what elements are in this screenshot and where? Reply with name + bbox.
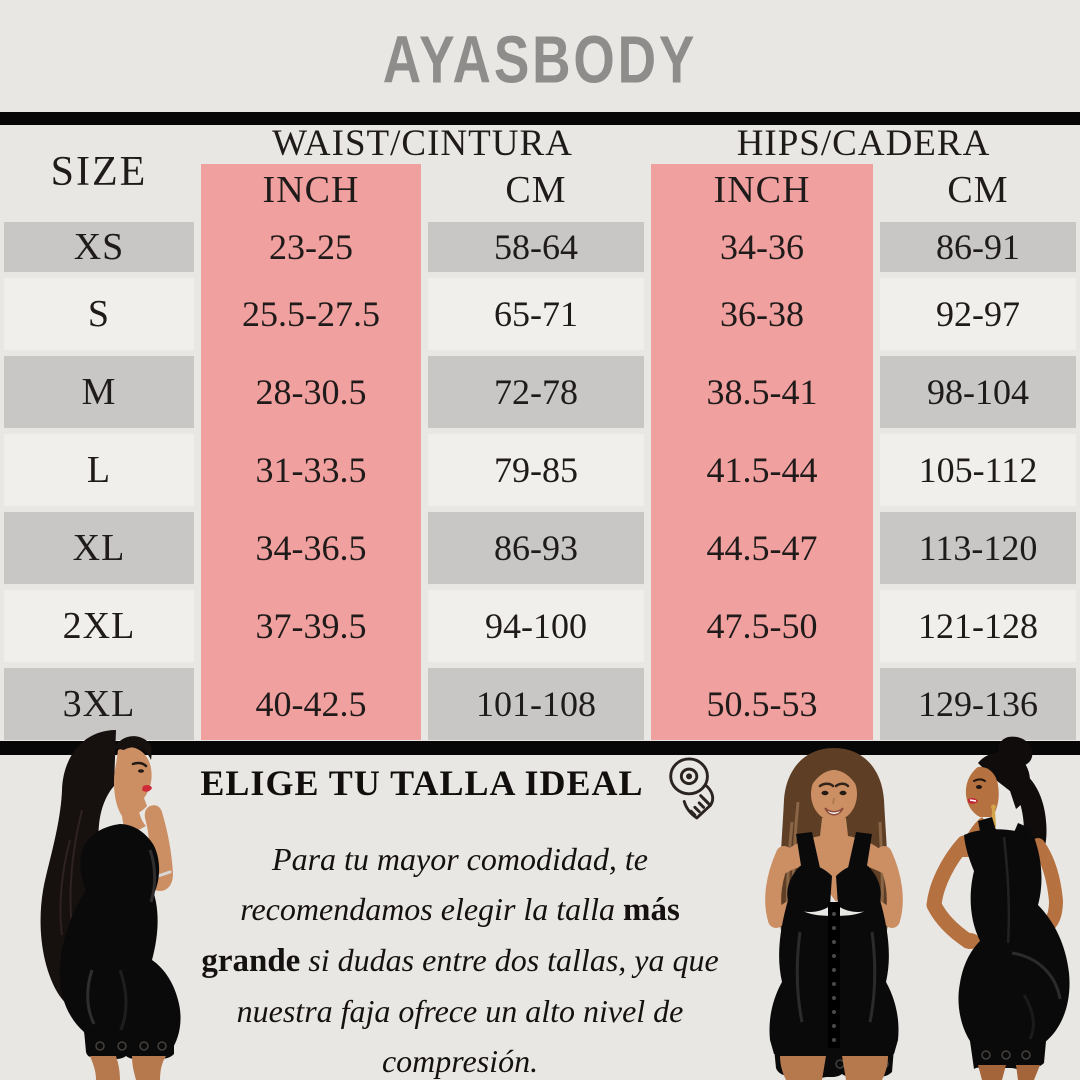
table-cell: 79-85 (428, 434, 644, 506)
table-cell: 86-93 (428, 512, 644, 584)
unit-header-hips-cm: CM (947, 169, 1009, 211)
waist-inch-pink-column (201, 164, 421, 740)
hips-group-header: HIPS/CADERA (736, 122, 991, 164)
table-cell: 72-78 (428, 356, 644, 428)
row-size-label: XL (4, 512, 194, 584)
table-cell: 28-30.5 (255, 372, 367, 412)
model-photo-left (40, 730, 181, 1080)
unit-header-waist-inch: INCH (262, 169, 360, 211)
bottom-divider-bar (0, 741, 1080, 755)
guide-heading: ELIGE TU TALLA IDEAL (200, 763, 644, 803)
table-cell: 34-36.5 (255, 528, 367, 568)
table-cell: 31-33.5 (255, 450, 367, 490)
table-cell: 34-36 (720, 227, 804, 267)
top-divider-bar (0, 112, 1080, 125)
tape-measure-icon (668, 757, 714, 820)
model-photo-right (926, 736, 1070, 1080)
table-cell: 65-71 (428, 278, 644, 350)
row-size-label: L (4, 434, 194, 506)
table-cell: 37-39.5 (255, 606, 367, 646)
table-cell: 92-97 (880, 278, 1076, 350)
table-cell: 36-38 (720, 294, 804, 334)
row-size-label: 2XL (4, 590, 194, 662)
table-cell: 101-108 (428, 668, 644, 740)
table-cell: 41.5-44 (706, 450, 818, 490)
table-cell: 25.5-27.5 (242, 294, 380, 334)
row-size-label: S (4, 278, 194, 350)
table-cell: 44.5-47 (706, 528, 818, 568)
table-cell: 47.5-50 (706, 606, 818, 646)
size-table: SIZE WAIST/CINTURA HIPS/CADERA INCH CM I… (4, 122, 1076, 740)
guide-paragraph: Para tu mayor comodidad, te recomendamos… (201, 841, 719, 1079)
row-size-label: 3XL (4, 668, 194, 740)
hips-inch-pink-column (651, 164, 873, 740)
table-cell: 98-104 (880, 356, 1076, 428)
brand-logo: AYASBODY (382, 21, 698, 97)
table-cell: 50.5-53 (706, 684, 818, 724)
table-cell: 86-91 (880, 222, 1076, 272)
model-photo-middle (765, 748, 903, 1080)
table-cell: 23-25 (269, 227, 353, 267)
row-size-label: XS (4, 222, 194, 272)
table-cell: 58-64 (428, 222, 644, 272)
unit-header-hips-inch: INCH (713, 169, 811, 211)
size-column-header: SIZE (50, 149, 148, 195)
table-cell: 105-112 (880, 434, 1076, 506)
table-cell: 129-136 (880, 668, 1076, 740)
unit-header-waist-cm: CM (505, 169, 567, 211)
size-advice-section: ELIGE TU TALLA IDEAL Para tu mayor comod… (140, 756, 780, 1080)
table-cell: 121-128 (880, 590, 1076, 662)
table-cell: 40-42.5 (255, 684, 367, 724)
waist-group-header: WAIST/CINTURA (272, 122, 573, 164)
table-cell: 38.5-41 (706, 372, 818, 412)
table-cell: 94-100 (428, 590, 644, 662)
table-cell: 113-120 (880, 512, 1076, 584)
row-size-label: M (4, 356, 194, 428)
